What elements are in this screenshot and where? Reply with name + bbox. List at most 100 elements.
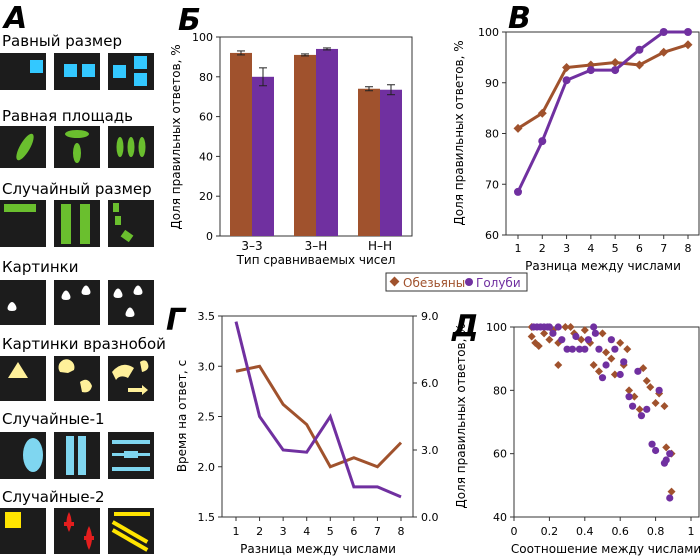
v-point-pigeons <box>562 76 571 85</box>
b-y-tick-label: 60 <box>199 111 213 124</box>
stimulus-tile <box>54 508 100 554</box>
stimulus-tile <box>54 432 100 479</box>
panel-letter-b: Б <box>178 3 201 38</box>
d-point-monkeys <box>660 402 669 411</box>
stimulus-shape <box>120 229 134 243</box>
v-x-tick-label: 8 <box>685 242 692 255</box>
v-y-tick-label: 90 <box>485 77 499 90</box>
stimuli-row-3-tiles <box>0 200 154 247</box>
stimulus-shape <box>127 137 135 157</box>
stimulus-shape <box>138 137 146 157</box>
legend-box <box>385 272 528 292</box>
g-x-tick-label: 5 <box>327 525 334 538</box>
d-x-tick-label: 0.2 <box>541 525 559 538</box>
stimuli-row-label-2: Равная площадь <box>2 107 133 125</box>
d-y-tick-label: 60 <box>493 448 507 461</box>
b-x-tick-label: Н–Н <box>368 239 392 253</box>
g-x-axis-title: Разница между числами <box>240 542 396 556</box>
stimuli-row-7-tiles <box>0 508 154 554</box>
d-point-pigeons <box>666 494 674 502</box>
b-x-tick-label: 3–Н <box>305 239 328 253</box>
stimulus-shape <box>111 528 149 552</box>
v-x-tick-label: 3 <box>563 242 570 255</box>
bar-monkeys <box>358 88 380 237</box>
stimulus-shape <box>58 359 75 373</box>
v-y-tick-label: 100 <box>478 26 499 39</box>
stimulus-shape <box>112 467 150 471</box>
d-point-monkeys <box>651 399 660 407</box>
d-point-monkeys <box>662 443 671 452</box>
g-y-right-tick-label: 0.0 <box>421 511 439 524</box>
g-x-tick-label: 4 <box>303 525 310 538</box>
stimulus-shape <box>61 204 71 244</box>
stimulus-shape <box>80 379 92 393</box>
stimulus-shape <box>16 133 34 161</box>
v-x-tick-label: 1 <box>515 242 522 255</box>
stimulus-shape <box>5 512 21 528</box>
stimulus-shape <box>113 203 119 212</box>
b-y-tick-label: 40 <box>199 150 213 163</box>
v-point-pigeons <box>635 45 644 54</box>
stimulus-shape <box>4 204 36 212</box>
v-point-monkeys <box>659 47 669 57</box>
stimulus-tile <box>54 200 100 247</box>
d-point-pigeons <box>628 402 637 410</box>
b-y-tick-label: 100 <box>192 31 213 44</box>
legend-label-pigeons: Голуби <box>476 276 521 290</box>
g-plot-area: 1.5 2.0 2.5 3.0 3.5 0.0 3.0 6.0 9.0 1 2 3 4 5 6 7 8 <box>198 310 439 538</box>
stimulus-shape <box>84 526 94 550</box>
d-point-monkeys <box>625 386 634 395</box>
bar-pigeons <box>380 89 402 236</box>
d-point-pigeons <box>554 323 562 331</box>
stimuli-row-label-5: Картинки вразнобой <box>2 335 166 353</box>
stimulus-shape <box>73 143 81 163</box>
stimulus-shape <box>112 364 134 380</box>
d-x-axis-title: Соотношение между числами <box>511 542 700 556</box>
d-point-pigeons <box>590 323 598 331</box>
d-point-pigeons <box>620 358 628 366</box>
stimulus-shape <box>61 290 71 300</box>
v-point-monkeys <box>634 60 644 70</box>
stimulus-shape <box>112 440 150 444</box>
d-point-monkeys <box>561 323 570 331</box>
stimulus-shape <box>64 512 74 532</box>
panel-letter-d: Д <box>451 309 479 344</box>
panel-letter-a: А <box>2 1 27 36</box>
v-series-line-pigeons <box>516 30 688 193</box>
d-y-tick-label: 40 <box>493 511 507 524</box>
stimulus-shape <box>113 65 126 78</box>
d-x-tick-label: 1 <box>688 525 695 538</box>
bar-monkeys <box>230 52 252 236</box>
d-point-monkeys <box>527 332 536 341</box>
g-x-tick-label: 6 <box>350 525 357 538</box>
d-point-pigeons <box>634 367 642 375</box>
v-x-tick-label: 7 <box>660 242 667 255</box>
stimulus-tile <box>108 280 154 325</box>
d-point-pigeons <box>602 361 610 369</box>
d-point-monkeys <box>630 392 639 401</box>
d-point-monkeys <box>610 370 619 379</box>
stimuli-row-2-tiles <box>0 126 154 168</box>
d-point-pigeons <box>595 345 603 353</box>
d-point-pigeons <box>568 345 577 353</box>
g-x-tick-label: 3 <box>280 525 287 538</box>
panel-a-stimuli: А Равный размер Равная площадь <box>0 1 166 554</box>
d-point-pigeons <box>652 446 660 455</box>
stimulus-shape <box>125 307 135 317</box>
d-plot-area: 40 60 80 100 0 0.2 0.4 0.6 0.8 1 <box>486 321 700 538</box>
stimuli-row-1-tiles <box>0 53 154 90</box>
v-x-tick-label: 4 <box>587 242 594 255</box>
stimulus-shape <box>128 385 148 395</box>
g-y-axis-title: Время на ответ, с <box>175 360 189 472</box>
stimuli-row-5-tiles <box>0 356 154 401</box>
d-point-pigeons <box>584 336 592 344</box>
v-y-tick-label: 80 <box>485 128 499 141</box>
d-point-pigeons <box>558 336 566 344</box>
g-x-tick-label: 1 <box>233 525 240 538</box>
panel-g-line-chart: Г Время на ответ, с Разница между числам… <box>166 303 439 556</box>
stimulus-shape <box>66 436 74 475</box>
d-point-monkeys <box>594 367 603 376</box>
d-point-pigeons <box>616 370 624 379</box>
g-y-tick-label: 3.0 <box>198 360 216 373</box>
v-series-line-monkeys <box>517 43 689 130</box>
